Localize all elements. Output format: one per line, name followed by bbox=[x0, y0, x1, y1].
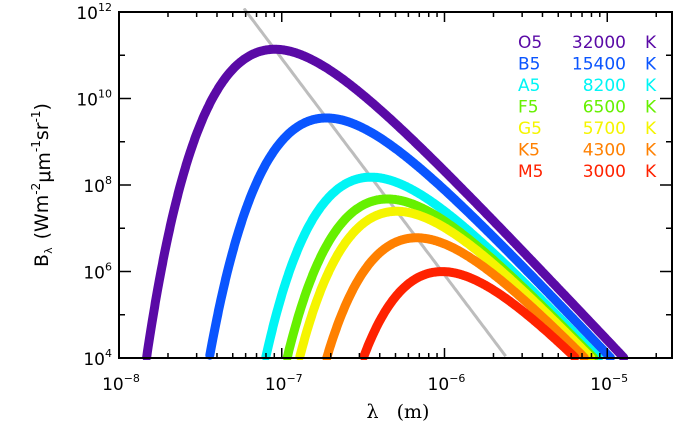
legend-item-b5: B5 15400 K bbox=[518, 55, 657, 75]
series-curve-k5 bbox=[322, 233, 589, 360]
legend-item-o5: O5 32000 K bbox=[518, 33, 657, 53]
x-axis-symbol: λ bbox=[367, 401, 379, 423]
legend-unit: K bbox=[645, 119, 657, 139]
y-label-unit-1: (Wm bbox=[31, 195, 53, 240]
y-label-unit-3: sr bbox=[31, 122, 53, 140]
legend-item-a5: A5 8200 K bbox=[518, 76, 657, 96]
legend-unit: K bbox=[645, 98, 657, 118]
legend-class: K5 bbox=[518, 141, 540, 161]
x-tick-label: 10−7 bbox=[265, 372, 303, 395]
tick-marks bbox=[118, 11, 672, 359]
legend-temperature: 6500 bbox=[583, 98, 626, 118]
x-tick-label: 10−6 bbox=[428, 372, 466, 395]
y-tick-label: 1012 bbox=[76, 1, 112, 24]
y-tick-label: 1010 bbox=[76, 88, 112, 111]
y-label-sub: λ bbox=[42, 247, 55, 254]
curves-layer bbox=[142, 8, 629, 360]
legend-temperature: 5700 bbox=[583, 119, 626, 139]
legend-item-k5: K5 4300 K bbox=[518, 141, 657, 161]
legend-temperature: 15400 bbox=[572, 55, 626, 75]
legend: O5 32000 K B5 15400 K A5 8200 K F5 6500 K G5 5700 K K5 4… bbox=[518, 33, 657, 182]
legend-unit: K bbox=[645, 76, 657, 96]
legend-class: O5 bbox=[518, 33, 542, 53]
legend-class: B5 bbox=[518, 55, 540, 75]
legend-unit: K bbox=[645, 141, 657, 161]
legend-item-m5: M5 3000 K bbox=[518, 162, 657, 182]
y-label-exp-1: -2 bbox=[29, 183, 43, 195]
legend-item-g5: G5 5700 K bbox=[518, 119, 657, 139]
y-axis-label: Bλ(Wm-2μm-1sr-1) bbox=[29, 103, 55, 267]
x-axis-unit: (m) bbox=[397, 401, 430, 423]
y-label-exp-2: -1 bbox=[29, 140, 43, 152]
legend-class: A5 bbox=[518, 76, 540, 96]
x-axis-label: λ (m) bbox=[367, 401, 430, 423]
x-tick-label: 10−8 bbox=[102, 372, 140, 395]
legend-unit: K bbox=[645, 55, 657, 75]
legend-temperature: 8200 bbox=[583, 76, 626, 96]
legend-class: F5 bbox=[518, 98, 539, 118]
y-tick-label: 104 bbox=[83, 347, 112, 370]
tick-labels: 10−8 10−7 10−6 10−5 1012 1010 108 106 104 bbox=[76, 1, 628, 395]
y-tick-label: 106 bbox=[83, 261, 112, 284]
legend-item-f5: F5 6500 K bbox=[518, 98, 657, 118]
y-label-exp-3: -1 bbox=[29, 110, 43, 122]
x-tick-label: 10−5 bbox=[590, 372, 628, 395]
legend-unit: K bbox=[645, 162, 657, 182]
legend-class: G5 bbox=[518, 119, 542, 139]
legend-temperature: 32000 bbox=[572, 33, 626, 53]
y-label-unit-2: μm bbox=[33, 152, 55, 183]
y-tick-label: 108 bbox=[83, 174, 112, 197]
legend-class: M5 bbox=[518, 162, 543, 182]
series-curve-o5 bbox=[142, 44, 629, 360]
series-curve-g5 bbox=[295, 206, 596, 360]
legend-temperature: 3000 bbox=[583, 162, 626, 182]
peak-wavelength-locus-line bbox=[242, 8, 507, 358]
legend-temperature: 4300 bbox=[583, 141, 626, 161]
legend-unit: K bbox=[645, 33, 657, 53]
series-curve-m5 bbox=[359, 267, 580, 360]
y-label-unit-4: ) bbox=[31, 103, 53, 110]
series-curve-b5 bbox=[205, 113, 615, 360]
y-label-main: B bbox=[31, 254, 53, 267]
